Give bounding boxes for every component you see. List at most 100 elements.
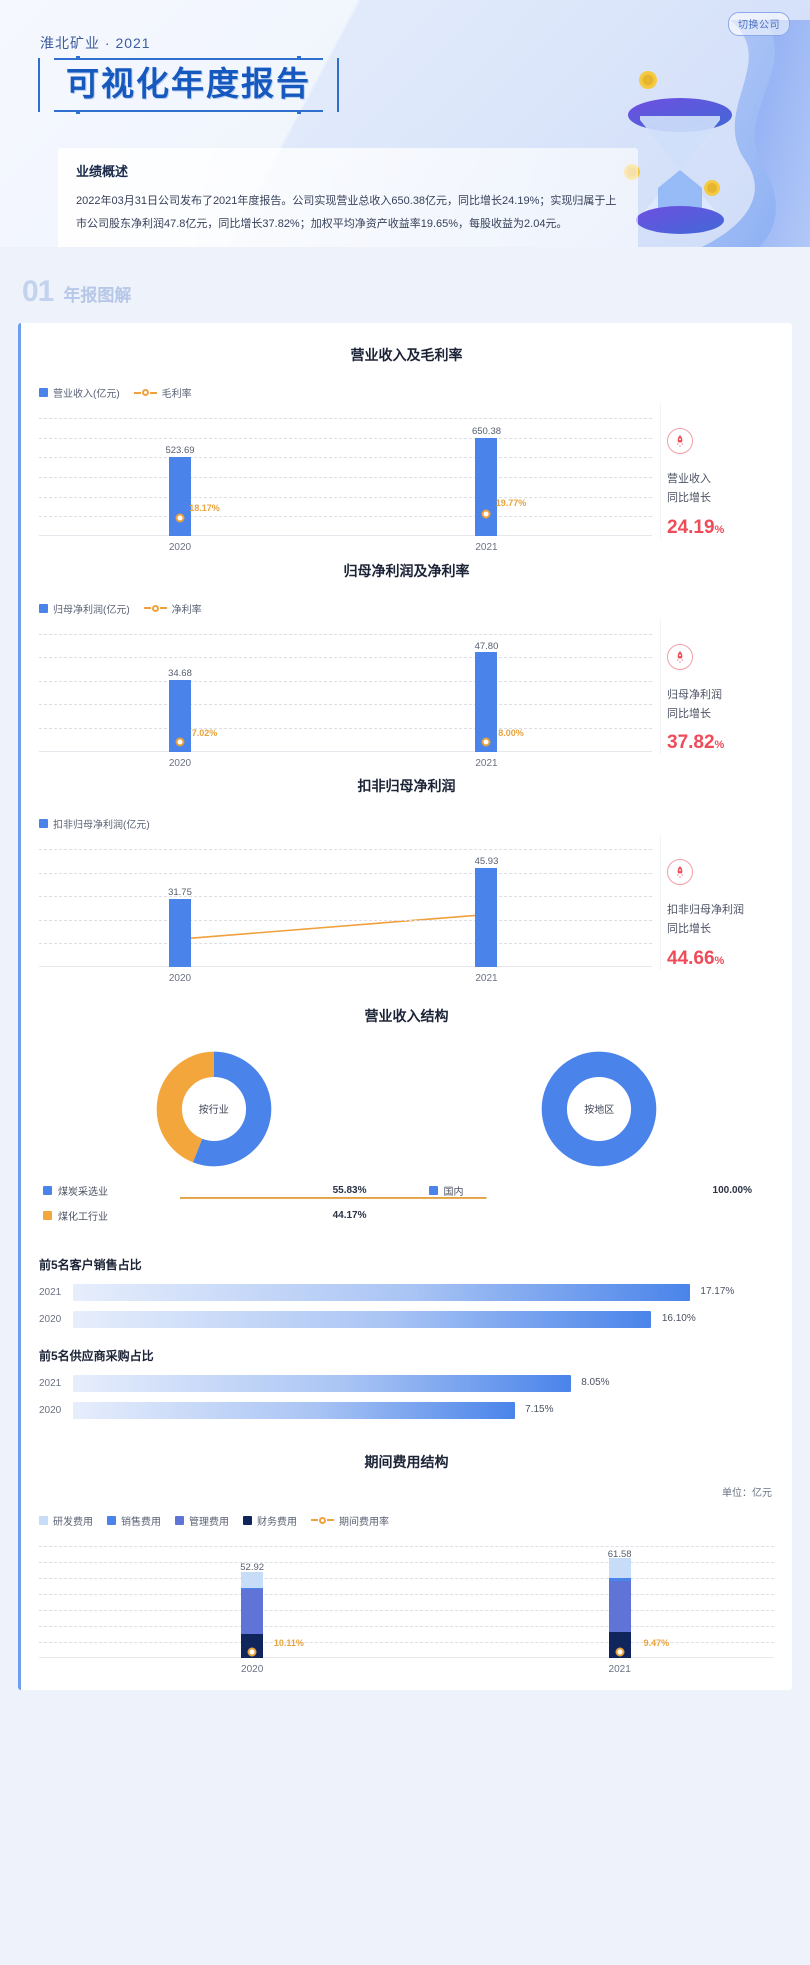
callout-label-line1: 归母净利润 [667, 688, 722, 701]
legend-label: 研发费用 [53, 1516, 93, 1528]
chart-title-adjusted-net-profit: 扣非归母净利润 [21, 754, 792, 802]
stack-finance-2020[interactable] [241, 1633, 264, 1658]
legend-item[interactable]: 营业收入(亿元) [39, 385, 120, 400]
section-number: 01 [22, 275, 54, 308]
expense-rate-line [39, 1546, 774, 1706]
stack-finance-2021[interactable] [608, 1632, 631, 1658]
callout-value: 44.66% [667, 948, 784, 970]
rank-value-label: 8.05% [581, 1376, 610, 1388]
legend-swatch-icon [39, 819, 48, 828]
list-item[interactable]: 煤炭采选业 55.83% [43, 1178, 407, 1203]
legend-item[interactable]: 期间费用率 [311, 1513, 389, 1528]
list-item[interactable]: 煤化工行业 44.17% [43, 1203, 407, 1228]
line-point-2021[interactable] [615, 1647, 625, 1657]
rocket-icon [667, 859, 693, 885]
legend-item[interactable]: 毛利率 [133, 385, 192, 400]
stack-admin-2020[interactable] [241, 1589, 264, 1634]
line-point-2020[interactable] [175, 513, 185, 523]
legend-item[interactable]: 研发费用 [39, 1513, 93, 1528]
line-value-label: 8.00% [498, 727, 524, 738]
x-axis-line [39, 1656, 774, 1658]
rank-title-customers: 前5名客户销售占比 [39, 1257, 142, 1272]
rank-year-label: 2020 [39, 1404, 62, 1416]
stack-sales-2020[interactable] [241, 1587, 264, 1590]
donut-by-industry[interactable]: 按行业 [155, 1050, 273, 1168]
rank-bar-2021[interactable] [73, 1283, 690, 1301]
gridlines [39, 849, 652, 967]
legend-swatch-icon [39, 1515, 48, 1525]
bar-2020[interactable] [168, 898, 191, 967]
stack-rnd-2020[interactable] [241, 1571, 264, 1588]
bar-2021[interactable] [475, 652, 498, 752]
callout-value: 37.82% [667, 732, 784, 754]
line-point-2020[interactable] [175, 737, 185, 747]
frame-tick-br [297, 109, 301, 114]
donut-charts: 按行业 按地区 [21, 1032, 792, 1172]
combo-chart-revenue: 523.69 650.38 18.17% 19.77% 2020 2021 [21, 404, 792, 539]
x-axis-line [39, 750, 652, 752]
rocket-icon [667, 643, 693, 670]
x-tick-label: 2021 [608, 1663, 631, 1675]
bar-2021[interactable] [475, 867, 498, 967]
table-row: 2021 8.05% [21, 1370, 792, 1397]
legend-label: 销售费用 [121, 1516, 161, 1528]
bar-2020[interactable] [168, 679, 191, 752]
legend-item[interactable]: 净利率 [143, 601, 202, 616]
legend-item[interactable]: 扣非归母净利润(亿元) [39, 816, 150, 831]
rank-bar-2021[interactable] [73, 1374, 571, 1392]
donut-by-region[interactable]: 按地区 [540, 1050, 658, 1168]
legend-item[interactable]: 财务费用 [243, 1513, 297, 1528]
switch-company-button[interactable]: 切换公司 [728, 12, 790, 36]
callout-revenue-growth: 营业收入 同比增长 24.19% [660, 404, 792, 539]
legend-item[interactable]: 销售费用 [107, 1513, 161, 1528]
rank-bar-2020[interactable] [73, 1401, 515, 1419]
donut-center-label: 按地区 [584, 1105, 615, 1116]
chart-title-revenue: 营业收入及毛利率 [21, 323, 792, 371]
legend-item[interactable]: 归母净利润(亿元) [39, 601, 130, 616]
legend-value: 44.17% [332, 1209, 367, 1221]
rocket-icon [667, 428, 693, 454]
legend-item[interactable]: 管理费用 [175, 1513, 229, 1528]
callout-number: 24.19 [667, 516, 715, 538]
section-header-01: 01 年报图解 [0, 247, 810, 323]
rank-year-label: 2020 [39, 1313, 62, 1325]
legend-value: 100.00% [712, 1184, 752, 1196]
list-item[interactable]: 国内 100.00% [428, 1178, 793, 1203]
legend-swatch-icon [243, 1515, 252, 1525]
gridlines [39, 633, 652, 752]
callout-label-line2: 同比增长 [667, 923, 711, 936]
legend-swatch-icon [107, 1515, 116, 1525]
x-tick-label: 2020 [168, 973, 192, 984]
rank-bar-2020[interactable] [73, 1310, 652, 1328]
bar-value-label: 523.69 [165, 445, 195, 457]
donut-center-label: 按行业 [198, 1105, 229, 1116]
plot-area: 31.75 45.93 2020 2021 [39, 849, 652, 984]
hero-title-wrapper: 可视化年度报告 [38, 56, 339, 114]
section-name: 年报图解 [63, 286, 132, 305]
legend-revenue: 营业收入(亿元) 毛利率 [21, 371, 792, 404]
x-tick-label: 2021 [475, 757, 498, 769]
bar-2021[interactable] [475, 437, 498, 536]
bar-total-label: 61.58 [607, 1548, 632, 1560]
line-value-label: 18.17% [189, 502, 220, 513]
stack-admin-2021[interactable] [608, 1580, 631, 1633]
rank-track: 17.17% [73, 1283, 774, 1301]
line-point-2020[interactable] [247, 1647, 257, 1657]
legend-label: 期间费用率 [339, 1516, 389, 1528]
line-value-label: 19.77% [495, 498, 527, 509]
rank-year-label: 2021 [39, 1377, 62, 1389]
bar-2020[interactable] [168, 456, 191, 536]
callout-unit: % [714, 954, 725, 967]
margin-line [39, 634, 652, 1247]
stack-rnd-2021[interactable] [608, 1558, 631, 1579]
line-point-2021[interactable] [481, 737, 491, 747]
chart-title-revenue-structure: 营业收入结构 [21, 970, 792, 1032]
plot-area: 523.69 650.38 18.17% 19.77% 2020 2021 [39, 418, 652, 536]
legend-swatch-icon [428, 1185, 438, 1195]
rank-value-label: 7.15% [525, 1403, 554, 1415]
line-value-label: 10.11% [273, 1638, 304, 1649]
line-point-2021[interactable] [481, 509, 491, 519]
stack-sales-2021[interactable] [608, 1578, 631, 1581]
donut-box-industry: 按行业 [21, 1050, 407, 1168]
gridlines [39, 1545, 774, 1658]
